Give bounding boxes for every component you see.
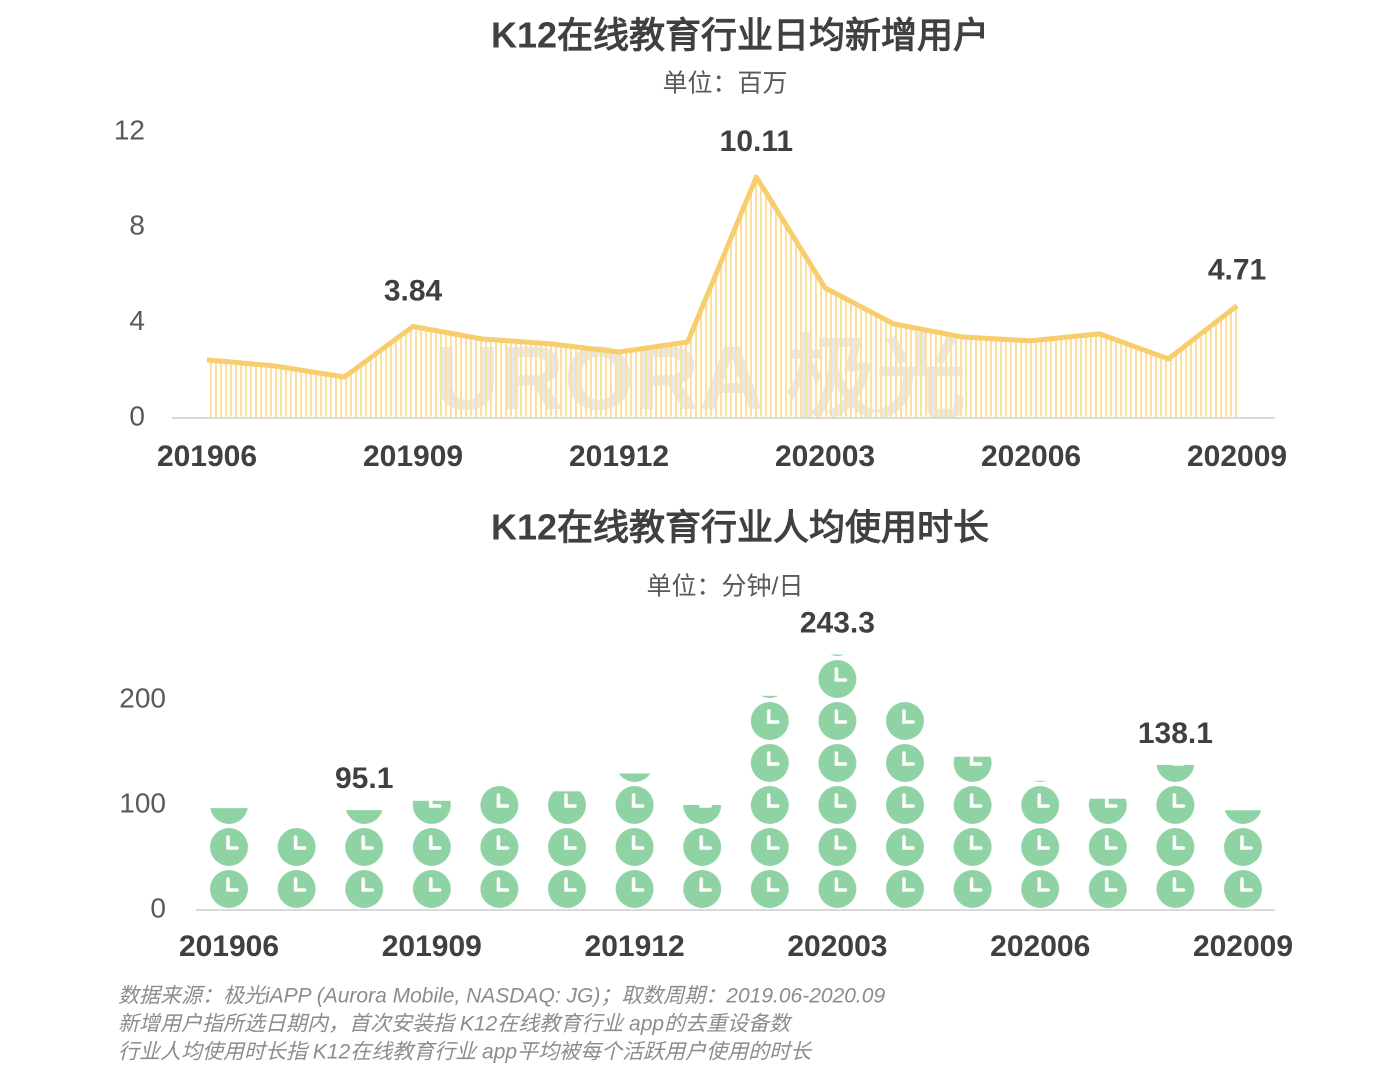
x-tick-label: 202003 [787,930,887,963]
y-tick-label: 0 [129,400,145,431]
bar [343,810,386,910]
chart-subtitle: 单位：百万 [662,70,787,98]
bar [546,791,588,910]
x-tick-label: 201912 [569,440,669,473]
x-tick-label: 202009 [1187,440,1287,473]
y-tick-label: 4 [129,305,145,336]
bar [681,805,724,910]
footnote: 数据来源：极光iAPP (Aurora Mobile, NASDAQ: JG)；… [118,985,885,1008]
bar [410,800,453,910]
x-tick-label: 201909 [382,930,482,963]
bar [1019,780,1062,910]
bar [613,773,656,910]
area [207,177,1238,418]
y-tick-label: 0 [150,892,166,923]
x-tick-label: 202003 [775,440,875,473]
x-tick-label: 201906 [179,930,279,963]
x-tick-label: 201912 [585,930,685,963]
chart-title: K12在线教育行业日均新增用户 [491,15,989,56]
value-label: 3.84 [384,274,443,307]
value-label: 10.11 [720,125,793,158]
value-label: 4.71 [1208,254,1266,287]
bar [884,701,926,910]
footnote: 行业人均使用时长指 K12在线教育行业 app平均被每个活跃用户使用的时长 [118,1041,813,1064]
y-tick-label: 100 [119,787,166,818]
x-tick-label: 201906 [157,440,257,473]
x-tick-label: 202006 [981,440,1081,473]
y-tick-label: 200 [119,682,166,713]
value-label: 95.1 [335,762,393,795]
bar [478,781,521,910]
x-tick-label: 201909 [363,440,463,473]
bar [1086,798,1129,910]
chart-title: K12在线教育行业人均使用时长 [491,507,989,548]
bar [1154,764,1197,910]
footnote: 新增用户指所选日期内，首次安装指 K12在线教育行业 app的去重设备数 [118,1013,793,1036]
line [206,174,1239,380]
bar [1222,810,1264,910]
bar [208,808,250,910]
bar [951,756,994,910]
x-tick-label: 202009 [1193,930,1293,963]
chart-subtitle: 单位：分钟/日 [647,573,804,601]
bar [748,695,791,910]
value-label: 243.3 [800,606,875,639]
value-label: 138.1 [1138,717,1213,750]
y-tick-label: 8 [129,210,145,241]
y-tick-label: 12 [114,114,145,145]
bar [275,824,318,910]
bar [816,654,859,910]
x-tick-label: 202006 [990,930,1090,963]
